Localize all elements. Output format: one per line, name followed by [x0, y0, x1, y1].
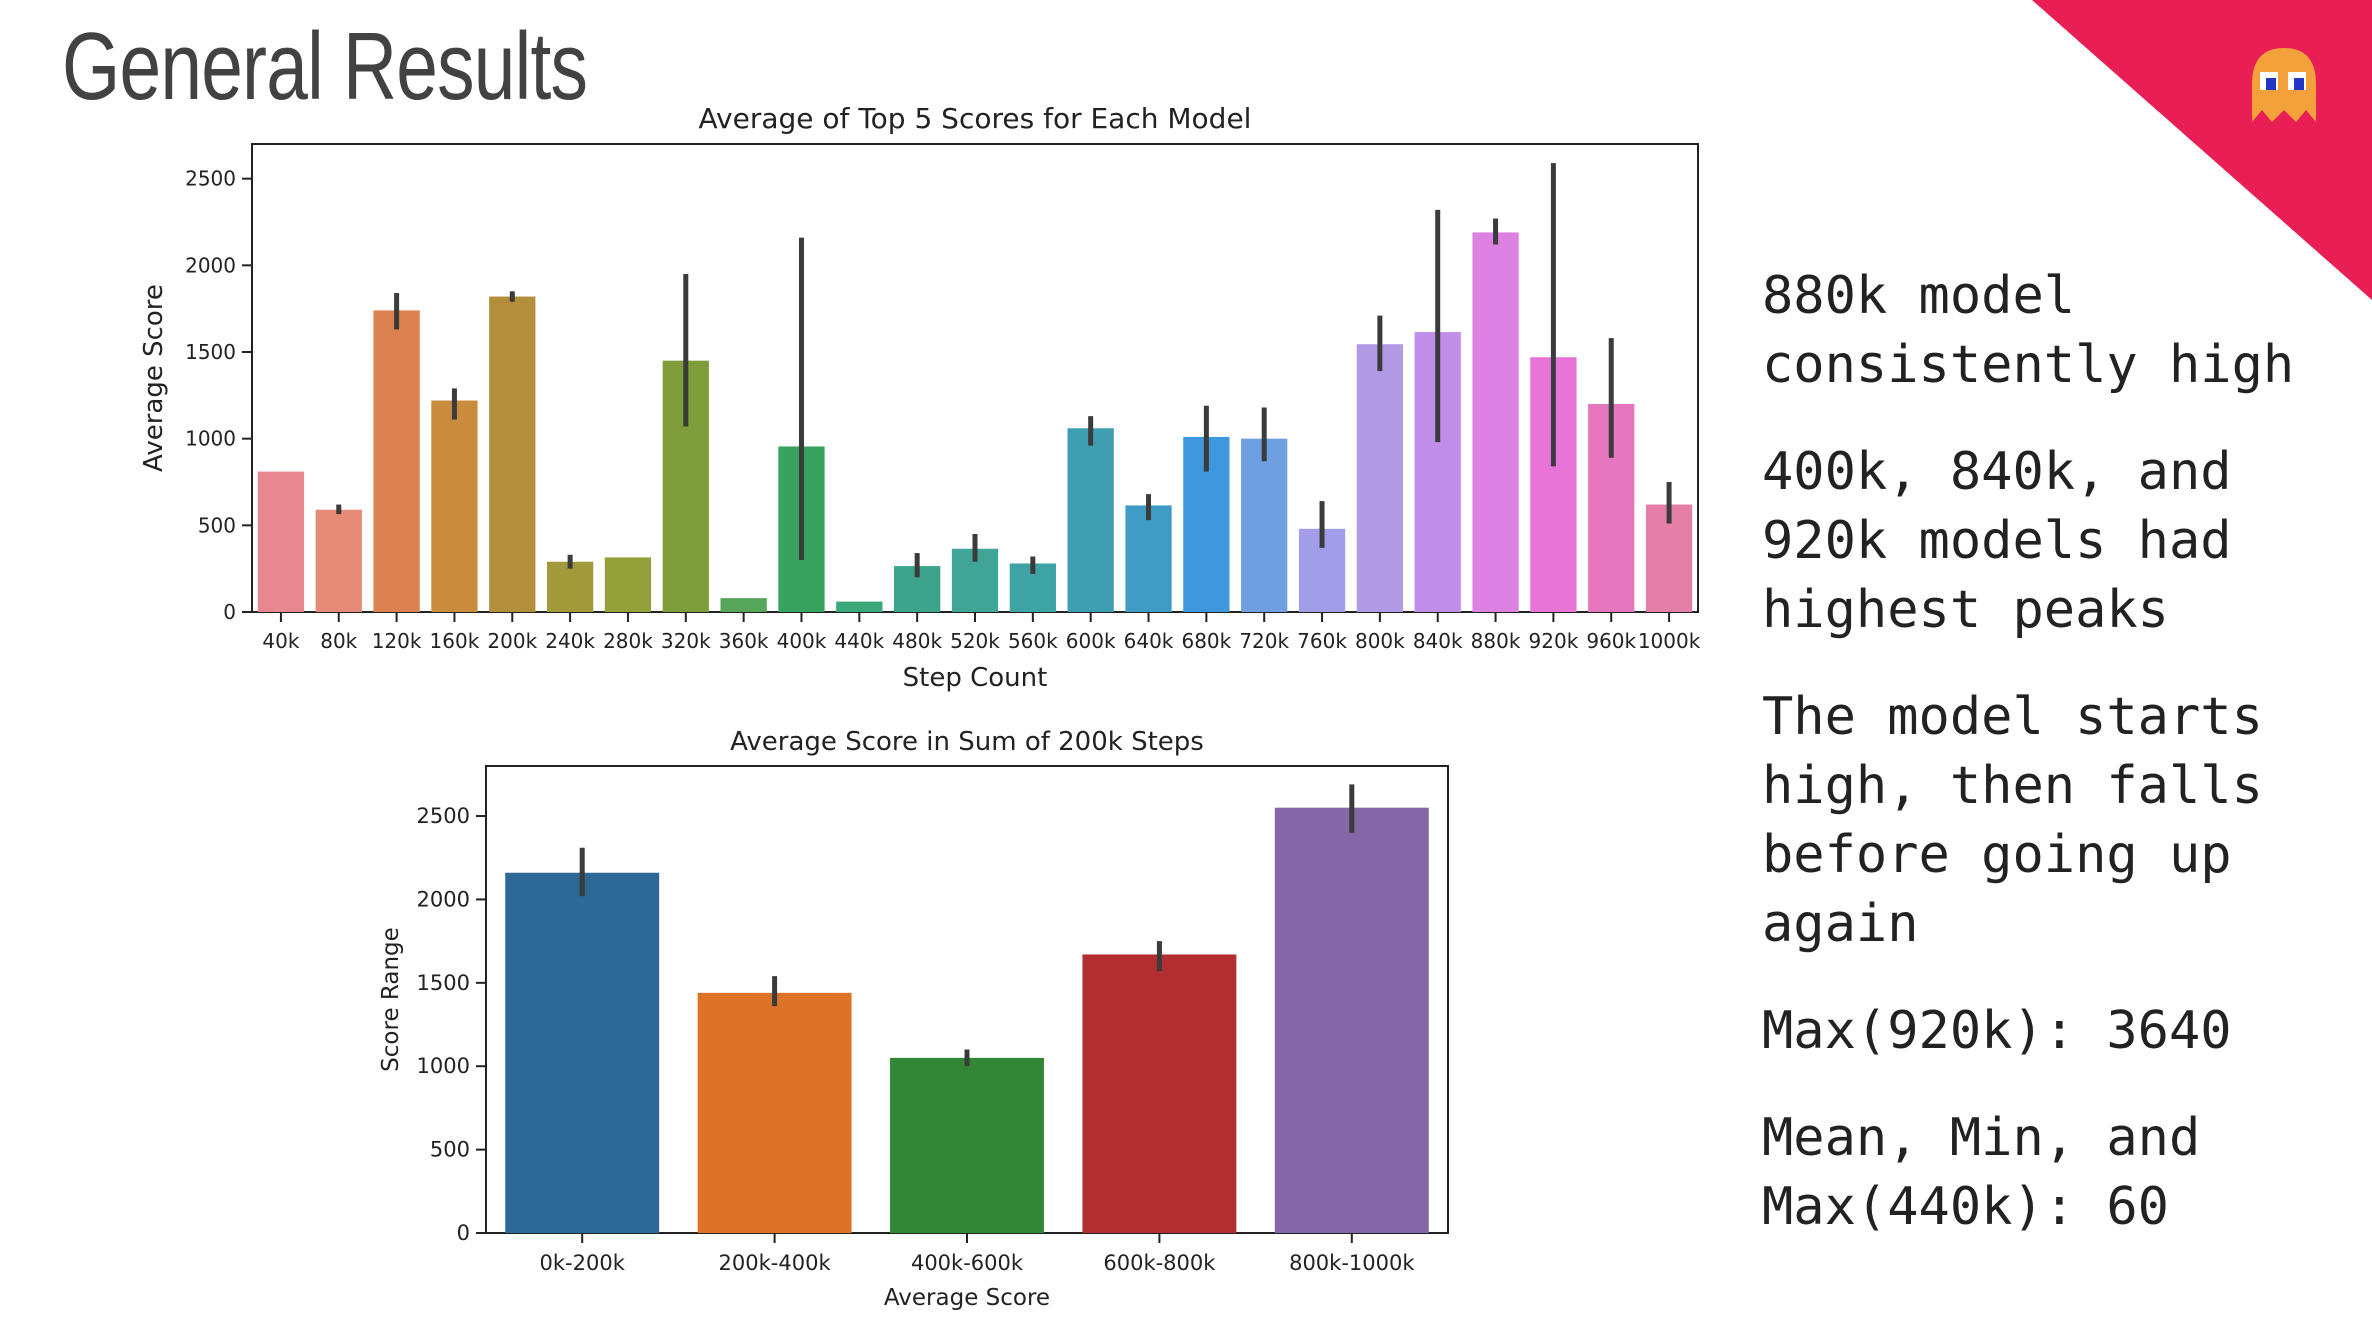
x-tick-label: 200k-400k [719, 1251, 832, 1275]
x-tick-label: 240k [545, 629, 595, 653]
y-axis-label: Average Score [139, 284, 169, 472]
bar [890, 1057, 1044, 1233]
y-tick-label: 2500 [417, 804, 470, 828]
x-tick-label: 800k [1355, 629, 1405, 653]
y-tick-label: 1500 [185, 340, 236, 364]
x-tick-label: 760k [1297, 629, 1347, 653]
x-tick-label: 920k [1529, 629, 1579, 653]
x-tick-label: 160k [430, 629, 480, 653]
slide-title: General Results [62, 13, 588, 120]
bullet-5: Mean, Min, and Max(440k): 60 [1762, 1108, 2201, 1237]
bar [1082, 954, 1237, 1233]
bar [1125, 505, 1172, 612]
x-tick-label: 360k [719, 629, 769, 653]
x-axis-label: Step Count [903, 663, 1048, 693]
chart-title: Average Score in Sum of 200k Steps [730, 727, 1204, 757]
bar [257, 471, 305, 612]
x-tick-label: 640k [1124, 629, 1174, 653]
x-tick-label: 120k [372, 629, 422, 653]
bar [505, 872, 660, 1233]
chart-title: Average of Top 5 Scores for Each Model [699, 102, 1252, 135]
x-tick-label: 840k [1413, 629, 1463, 653]
x-tick-label: 80k [320, 629, 357, 653]
y-tick-label: 500 [198, 513, 236, 537]
bullet-2: 400k, 840k, and 920k models had highest … [1762, 442, 2232, 640]
x-axis-label: Average Score [884, 1285, 1050, 1311]
x-tick-label: 200k [487, 629, 537, 653]
x-tick-label: 1000k [1638, 629, 1701, 653]
bar [1356, 344, 1404, 612]
x-tick-label: 880k [1471, 629, 1521, 653]
x-tick-label: 960k [1586, 629, 1636, 653]
x-tick-label: 520k [950, 629, 1000, 653]
y-tick-label: 1500 [417, 971, 470, 995]
bar [697, 992, 852, 1233]
y-tick-label: 500 [430, 1138, 470, 1162]
bar [1274, 807, 1429, 1233]
y-tick-label: 2000 [185, 253, 236, 277]
x-tick-label: 440k [834, 629, 884, 653]
x-tick-label: 400k [777, 629, 827, 653]
x-tick-label: 0k-200k [540, 1251, 626, 1275]
x-tick-label: 600k [1066, 629, 1116, 653]
x-tick-label: 600k-800k [1103, 1251, 1216, 1275]
y-tick-label: 1000 [417, 1054, 470, 1078]
bar [720, 598, 767, 612]
bar [1067, 428, 1114, 612]
x-tick-label: 40k [262, 629, 299, 653]
bullet-3: The model starts high, then falls before… [1762, 687, 2263, 954]
y-tick-label: 1000 [185, 427, 236, 451]
bullet-list: 880k model consistently high 400k, 840k,… [1762, 262, 2372, 1280]
x-tick-label: 320k [661, 629, 711, 653]
x-tick-label: 560k [1008, 629, 1058, 653]
y-tick-label: 0 [223, 600, 236, 624]
bar [836, 601, 883, 612]
y-tick-label: 0 [457, 1221, 470, 1245]
y-axis-label: Score Range [378, 927, 404, 1072]
x-tick-label: 480k [892, 629, 942, 653]
bar [1241, 438, 1288, 612]
x-tick-label: 800k-1000k [1289, 1251, 1415, 1275]
bar [431, 400, 478, 612]
x-tick-label: 680k [1181, 629, 1231, 653]
y-tick-label: 2500 [185, 167, 236, 191]
y-tick-label: 2000 [417, 887, 470, 911]
x-tick-label: 280k [603, 629, 653, 653]
bullet-4: Max(920k): 3640 [1762, 1001, 2232, 1061]
bar [489, 296, 536, 612]
bar [604, 557, 652, 612]
ghost-icon [2252, 48, 2316, 122]
bar [373, 310, 420, 612]
bar [315, 509, 362, 612]
bar [546, 561, 594, 612]
bar [1472, 232, 1519, 612]
x-tick-label: 720k [1239, 629, 1289, 653]
x-tick-label: 400k-600k [911, 1251, 1024, 1275]
bullet-1: 880k model consistently high [1762, 266, 2295, 395]
